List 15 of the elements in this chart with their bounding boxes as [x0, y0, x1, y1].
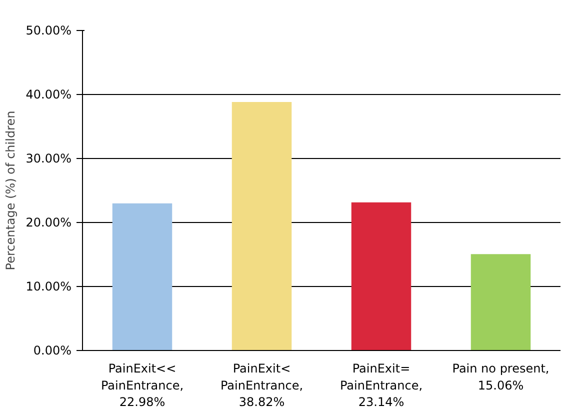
bar	[112, 203, 172, 350]
y-tick-label: 40.00%	[26, 88, 72, 102]
y-tick-label: 50.00%	[26, 24, 72, 38]
x-tick-label: PainExit= PainEntrance, 23.14%	[340, 362, 423, 410]
x-tick-label: PainExit<< PainEntrance, 22.98%	[100, 362, 184, 410]
y-tick-label: 20.00%	[26, 216, 72, 230]
y-tick-label: 30.00%	[26, 152, 72, 166]
y-axis-title: Percentage (%) of children	[4, 110, 18, 270]
x-tick-label: Pain no present, 15.06%	[452, 362, 550, 392]
bar	[470, 254, 531, 350]
x-tick-label: PainExit< PainEntrance, 38.82%	[220, 362, 304, 410]
y-tick-label: 10.00%	[26, 280, 72, 294]
y-tick-label: 0.00%	[33, 344, 72, 358]
bar	[351, 202, 412, 350]
bar	[232, 102, 292, 350]
